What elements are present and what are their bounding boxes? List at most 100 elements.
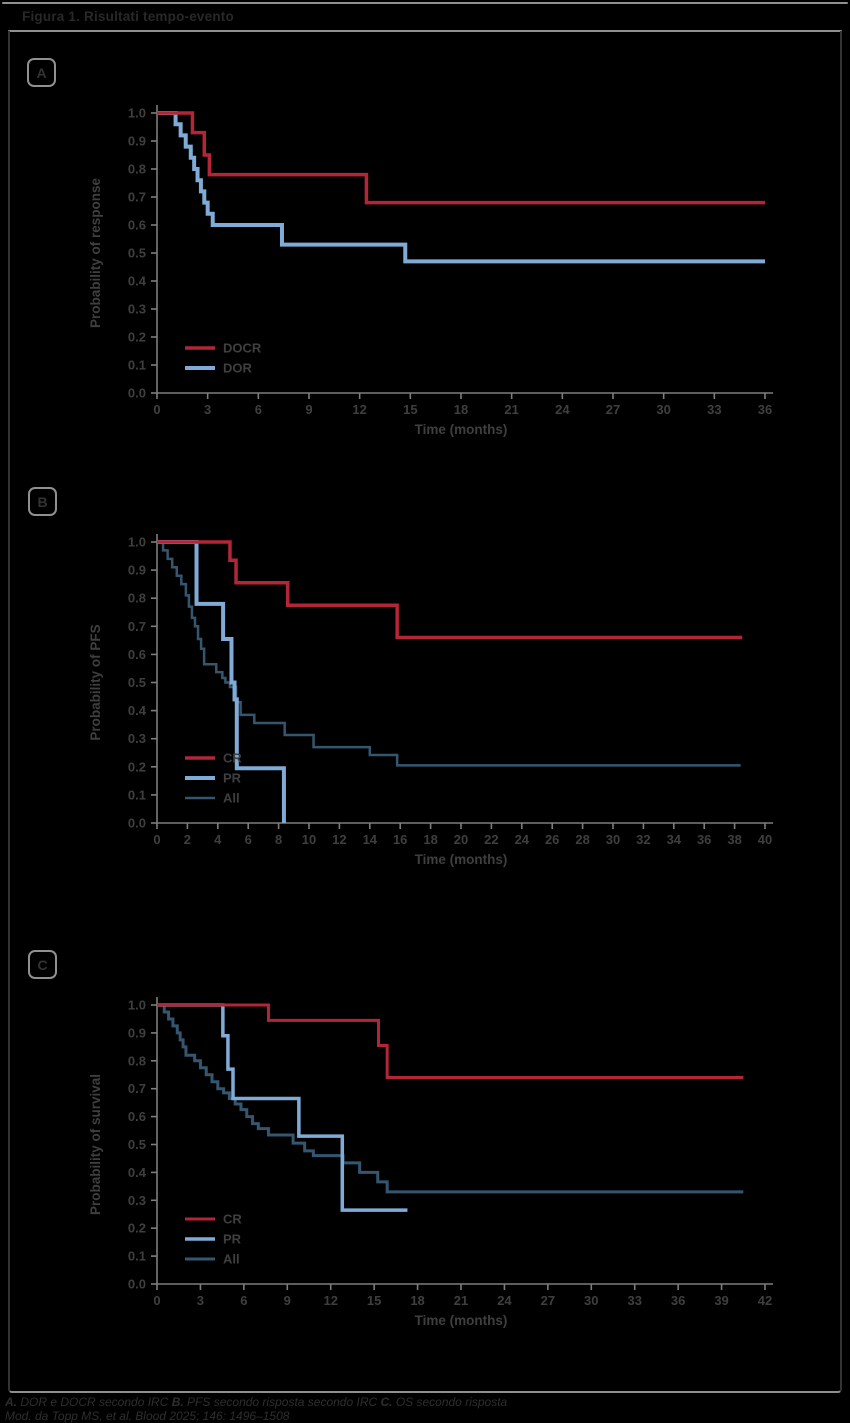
svg-text:0: 0 bbox=[153, 1293, 160, 1308]
top-rule bbox=[2, 2, 848, 4]
svg-text:0.3: 0.3 bbox=[128, 731, 146, 746]
figure-footer: A. DOR e DOCR secondo IRC B. PFS secondo… bbox=[5, 1395, 845, 1423]
svg-text:10: 10 bbox=[302, 832, 316, 847]
figure-frame bbox=[8, 31, 842, 1393]
svg-text:20: 20 bbox=[454, 832, 468, 847]
svg-text:30: 30 bbox=[584, 1293, 598, 1308]
svg-text:0.5: 0.5 bbox=[128, 675, 146, 690]
svg-text:DOCR: DOCR bbox=[223, 341, 262, 356]
svg-text:0: 0 bbox=[153, 402, 160, 417]
svg-text:1.0: 1.0 bbox=[128, 535, 146, 550]
svg-text:1.0: 1.0 bbox=[128, 106, 146, 121]
svg-text:0.4: 0.4 bbox=[128, 1165, 147, 1180]
svg-text:12: 12 bbox=[332, 832, 346, 847]
svg-text:All: All bbox=[223, 1252, 240, 1267]
svg-text:0.8: 0.8 bbox=[128, 591, 146, 606]
svg-text:0.5: 0.5 bbox=[128, 1137, 146, 1152]
svg-text:9: 9 bbox=[284, 1293, 291, 1308]
svg-text:Probability of response: Probability of response bbox=[88, 177, 103, 328]
svg-text:3: 3 bbox=[197, 1293, 204, 1308]
header-rule bbox=[8, 30, 842, 32]
svg-text:Time (months): Time (months) bbox=[415, 422, 508, 437]
svg-text:0.7: 0.7 bbox=[128, 1081, 146, 1096]
svg-text:0.4: 0.4 bbox=[128, 703, 147, 718]
svg-text:6: 6 bbox=[255, 402, 262, 417]
svg-text:9: 9 bbox=[305, 402, 312, 417]
svg-text:38: 38 bbox=[727, 832, 741, 847]
svg-text:36: 36 bbox=[697, 832, 711, 847]
svg-text:15: 15 bbox=[403, 402, 417, 417]
svg-text:0.9: 0.9 bbox=[128, 134, 146, 149]
panel-a-badge: A bbox=[27, 58, 56, 87]
footer-caption: A. DOR e DOCR secondo IRC B. PFS secondo… bbox=[5, 1395, 508, 1409]
svg-text:12: 12 bbox=[352, 402, 366, 417]
svg-text:4: 4 bbox=[214, 832, 222, 847]
svg-text:14: 14 bbox=[363, 832, 378, 847]
svg-text:22: 22 bbox=[484, 832, 498, 847]
svg-text:33: 33 bbox=[627, 1293, 641, 1308]
svg-text:27: 27 bbox=[541, 1293, 555, 1308]
svg-text:PR: PR bbox=[223, 771, 242, 786]
svg-text:0.0: 0.0 bbox=[128, 1277, 146, 1292]
svg-text:18: 18 bbox=[423, 832, 437, 847]
svg-text:6: 6 bbox=[240, 1293, 247, 1308]
svg-text:21: 21 bbox=[504, 402, 518, 417]
svg-text:PR: PR bbox=[223, 1232, 242, 1247]
svg-text:24: 24 bbox=[497, 1293, 512, 1308]
svg-text:27: 27 bbox=[606, 402, 620, 417]
svg-text:0.1: 0.1 bbox=[128, 787, 146, 802]
figure-title: Figura 1. Risultati tempo-evento bbox=[22, 9, 234, 24]
svg-text:12: 12 bbox=[323, 1293, 337, 1308]
svg-text:24: 24 bbox=[515, 832, 530, 847]
svg-text:0.2: 0.2 bbox=[128, 1221, 146, 1236]
svg-text:2: 2 bbox=[184, 832, 191, 847]
svg-text:18: 18 bbox=[410, 1293, 424, 1308]
svg-text:28: 28 bbox=[575, 832, 589, 847]
svg-text:Time (months): Time (months) bbox=[415, 1313, 508, 1328]
svg-text:Probability of survival: Probability of survival bbox=[88, 1074, 103, 1215]
footer-source: Mod. da Topp MS, et al. Blood 2025; 146:… bbox=[5, 1409, 290, 1423]
svg-text:30: 30 bbox=[656, 402, 670, 417]
svg-text:0.9: 0.9 bbox=[128, 1025, 146, 1040]
svg-text:18: 18 bbox=[454, 402, 468, 417]
svg-text:0.2: 0.2 bbox=[128, 759, 146, 774]
svg-text:1.0: 1.0 bbox=[128, 998, 146, 1013]
svg-text:15: 15 bbox=[367, 1293, 381, 1308]
svg-text:Probability of PFS: Probability of PFS bbox=[88, 624, 103, 740]
svg-text:0.8: 0.8 bbox=[128, 162, 146, 177]
svg-text:40: 40 bbox=[758, 832, 772, 847]
svg-text:0.7: 0.7 bbox=[128, 619, 146, 634]
svg-text:CR: CR bbox=[223, 751, 242, 766]
svg-text:0.0: 0.0 bbox=[128, 386, 146, 401]
kaplan-meier-panel-b: 0.00.10.20.30.40.50.60.70.80.91.00 2 4 6 8 10… bbox=[88, 534, 773, 867]
svg-text:32: 32 bbox=[636, 832, 650, 847]
panel-c-badge: C bbox=[28, 950, 57, 979]
svg-text:0.7: 0.7 bbox=[128, 190, 146, 205]
svg-text:33: 33 bbox=[707, 402, 721, 417]
svg-text:16: 16 bbox=[393, 832, 407, 847]
svg-text:Time (months): Time (months) bbox=[415, 852, 508, 867]
svg-text:34: 34 bbox=[667, 832, 682, 847]
svg-text:0.6: 0.6 bbox=[128, 1109, 146, 1124]
svg-text:0.3: 0.3 bbox=[128, 302, 146, 317]
svg-text:0: 0 bbox=[153, 832, 160, 847]
svg-text:0.5: 0.5 bbox=[128, 246, 146, 261]
svg-text:42: 42 bbox=[758, 1293, 772, 1308]
svg-text:0.1: 0.1 bbox=[128, 1249, 146, 1264]
svg-text:8: 8 bbox=[275, 832, 282, 847]
svg-text:0.2: 0.2 bbox=[128, 330, 146, 345]
kaplan-meier-panel-c: 0.0 0.1 0.2 0.3 0.4 0.5 0.6 0.7 0.8 0.9 1.0 0 3 6 9 12 1… bbox=[88, 997, 773, 1328]
svg-text:3: 3 bbox=[204, 402, 211, 417]
svg-text:DOR: DOR bbox=[223, 361, 253, 376]
svg-text:0.0: 0.0 bbox=[128, 816, 146, 831]
svg-text:0.8: 0.8 bbox=[128, 1053, 146, 1068]
svg-text:0.9: 0.9 bbox=[128, 563, 146, 578]
svg-text:0.4: 0.4 bbox=[128, 274, 147, 289]
panel-b-badge: B bbox=[28, 487, 57, 516]
svg-text:39: 39 bbox=[714, 1293, 728, 1308]
svg-text:0.6: 0.6 bbox=[128, 218, 146, 233]
svg-text:0.3: 0.3 bbox=[128, 1193, 146, 1208]
kaplan-meier-panel-a: 0.00.10.20.30.40.50.60.70.80.91.00 3 6 9 12 1… bbox=[88, 105, 773, 437]
svg-text:CR: CR bbox=[223, 1212, 242, 1227]
